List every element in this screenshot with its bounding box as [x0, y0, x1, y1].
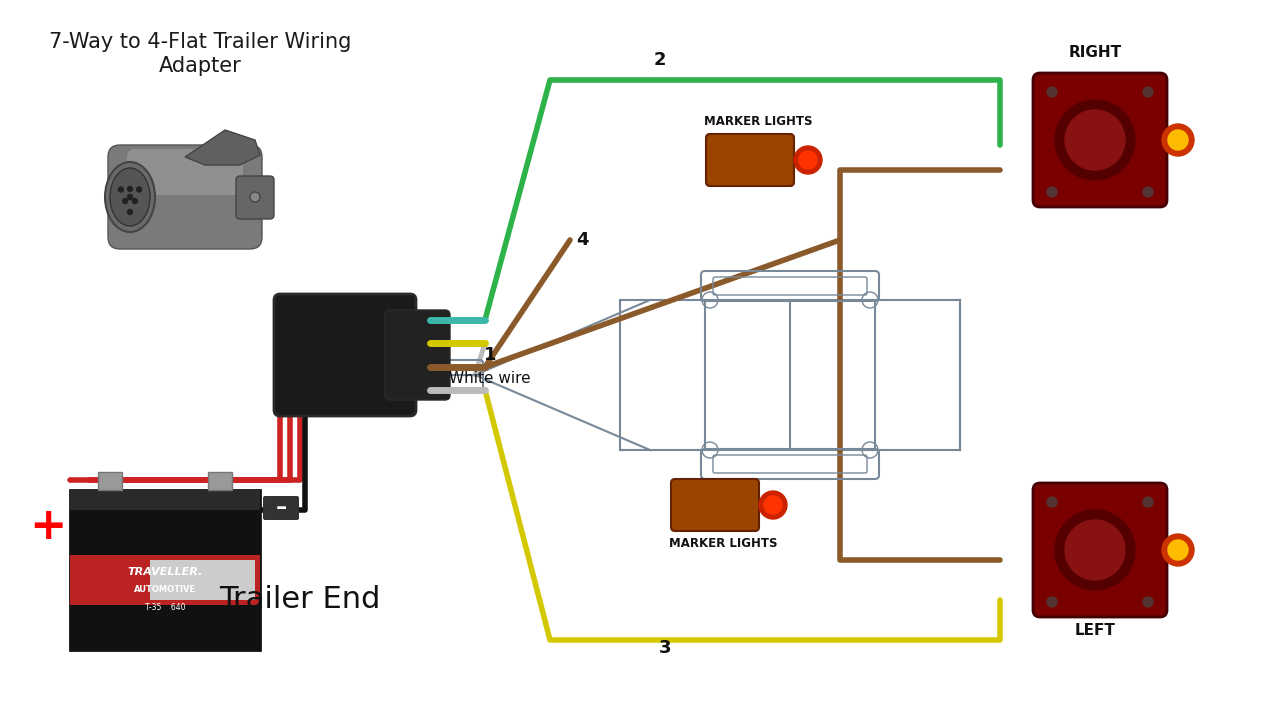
Circle shape — [1065, 520, 1125, 580]
Bar — [70, 490, 260, 510]
Text: TRAVELLER.: TRAVELLER. — [127, 567, 202, 577]
Circle shape — [1047, 87, 1057, 97]
Circle shape — [799, 151, 817, 169]
Circle shape — [1167, 130, 1188, 150]
Circle shape — [1047, 187, 1057, 197]
FancyBboxPatch shape — [1033, 483, 1167, 617]
Bar — [209, 472, 232, 490]
Text: AUTOMOTIVE: AUTOMOTIVE — [134, 585, 196, 595]
Circle shape — [123, 199, 128, 204]
Bar — [70, 490, 260, 650]
Text: 3: 3 — [659, 639, 671, 657]
Text: MARKER LIGHTS: MARKER LIGHTS — [668, 537, 777, 550]
Text: 7-Way to 4-Flat Trailer Wiring: 7-Way to 4-Flat Trailer Wiring — [49, 32, 351, 52]
Circle shape — [794, 146, 822, 174]
Text: 4: 4 — [576, 231, 589, 249]
Circle shape — [764, 496, 782, 514]
FancyBboxPatch shape — [385, 310, 451, 400]
Circle shape — [1143, 497, 1153, 507]
Circle shape — [1162, 124, 1194, 156]
Circle shape — [250, 192, 260, 202]
Circle shape — [1047, 497, 1057, 507]
FancyBboxPatch shape — [108, 145, 262, 249]
Text: –: – — [275, 498, 287, 518]
Circle shape — [1143, 87, 1153, 97]
Circle shape — [1065, 110, 1125, 170]
Text: T-35    640: T-35 640 — [145, 603, 186, 613]
FancyBboxPatch shape — [274, 294, 416, 416]
Text: LEFT: LEFT — [1075, 623, 1115, 638]
Circle shape — [1162, 534, 1194, 566]
FancyBboxPatch shape — [262, 496, 300, 520]
Text: White wire: White wire — [449, 371, 531, 385]
Circle shape — [128, 186, 133, 192]
Text: 1: 1 — [484, 346, 497, 364]
Circle shape — [1055, 510, 1135, 590]
Text: RIGHT: RIGHT — [1069, 45, 1121, 60]
Bar — [70, 555, 260, 605]
Bar — [150, 560, 255, 600]
Circle shape — [128, 210, 133, 215]
Circle shape — [119, 187, 123, 192]
Circle shape — [1143, 597, 1153, 607]
Circle shape — [759, 491, 787, 519]
Circle shape — [132, 199, 137, 204]
FancyBboxPatch shape — [671, 479, 759, 531]
FancyBboxPatch shape — [1033, 73, 1167, 207]
Text: +: + — [29, 505, 67, 548]
Polygon shape — [186, 130, 260, 165]
Ellipse shape — [110, 168, 150, 226]
Text: Trailer End: Trailer End — [219, 585, 380, 614]
Circle shape — [1055, 100, 1135, 180]
Circle shape — [1047, 597, 1057, 607]
FancyBboxPatch shape — [707, 134, 794, 186]
Circle shape — [1167, 540, 1188, 560]
Text: 2: 2 — [654, 51, 667, 69]
Circle shape — [128, 194, 133, 199]
Circle shape — [1143, 187, 1153, 197]
FancyBboxPatch shape — [127, 149, 243, 195]
FancyBboxPatch shape — [236, 176, 274, 219]
Ellipse shape — [105, 162, 155, 232]
Circle shape — [137, 187, 142, 192]
Text: MARKER LIGHTS: MARKER LIGHTS — [704, 115, 813, 128]
Text: Adapter: Adapter — [159, 56, 242, 76]
Bar — [99, 472, 122, 490]
